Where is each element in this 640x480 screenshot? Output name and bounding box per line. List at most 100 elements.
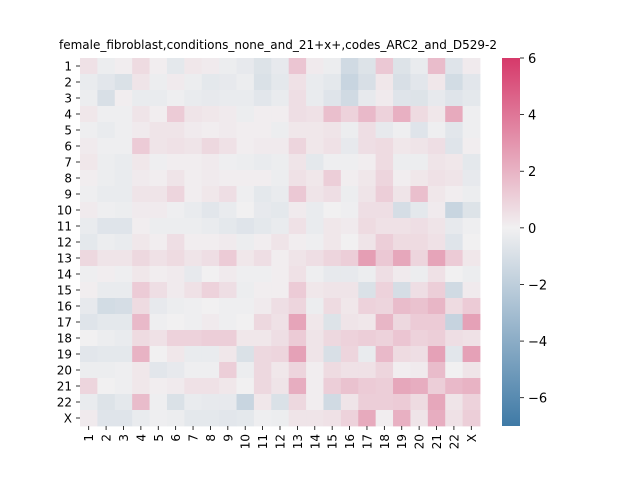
column-tick-label: 16 <box>343 434 357 449</box>
column-tick-label: 6 <box>169 434 183 442</box>
heatmap-cell <box>375 74 394 91</box>
heatmap-cell <box>445 250 464 267</box>
heatmap-cell <box>462 394 481 411</box>
heatmap-cell <box>80 202 98 219</box>
heatmap-cell <box>236 362 255 379</box>
heatmap-cell <box>393 202 411 219</box>
heatmap-cell <box>166 170 185 187</box>
heatmap-cell <box>114 186 133 203</box>
column-tick-label: 22 <box>447 434 461 449</box>
row-tick-label: 9 <box>64 188 72 202</box>
heatmap-cell <box>462 250 481 267</box>
heatmap-cell <box>132 138 150 155</box>
heatmap-cell <box>114 138 133 155</box>
heatmap-cell <box>219 234 237 251</box>
heatmap-cell <box>462 106 481 123</box>
heatmap-cell <box>393 410 411 427</box>
heatmap-cell <box>201 186 220 203</box>
heatmap-cell <box>114 74 133 91</box>
heatmap-cell <box>375 410 394 427</box>
heatmap-cell <box>393 330 411 347</box>
heatmap-cell <box>323 202 342 219</box>
heatmap-cell <box>375 346 394 363</box>
heatmap-cell <box>306 298 324 315</box>
heatmap-cell <box>201 362 220 379</box>
heatmap-cell <box>375 122 394 139</box>
heatmap-cell <box>393 122 411 139</box>
heatmap-cell <box>375 394 394 411</box>
heatmap-cell <box>114 154 133 171</box>
heatmap-cell <box>166 186 185 203</box>
heatmap-cell <box>427 186 446 203</box>
heatmap-cell <box>97 186 116 203</box>
heatmap-cell <box>340 250 359 267</box>
heatmap-cell <box>132 186 150 203</box>
heatmap-cell <box>271 122 290 139</box>
colorbar-tick-label: 0 <box>528 222 536 237</box>
heatmap-cell <box>114 170 133 187</box>
heatmap-cell <box>393 154 411 171</box>
row-tick-label: 6 <box>64 140 72 154</box>
heatmap-cell <box>271 282 290 299</box>
heatmap-cell <box>253 90 272 107</box>
column-tick-label: 9 <box>221 434 235 442</box>
heatmap-cell <box>236 250 255 267</box>
heatmap-cell <box>132 282 150 299</box>
row-tick-label: 12 <box>57 236 72 250</box>
heatmap-cell <box>184 186 203 203</box>
heatmap-cell <box>445 138 464 155</box>
heatmap-cell <box>114 330 133 347</box>
heatmap-cell <box>184 362 203 379</box>
heatmap-cell <box>219 346 237 363</box>
heatmap-cell <box>323 410 342 427</box>
column-tick-label: 2 <box>100 434 114 442</box>
heatmap-cell <box>236 154 255 171</box>
heatmap-cell <box>236 74 255 91</box>
heatmap-cell <box>132 202 150 219</box>
heatmap-cell <box>201 90 220 107</box>
heatmap-cell <box>149 314 168 331</box>
heatmap-cell <box>236 314 255 331</box>
heatmap-cell <box>132 378 150 395</box>
column-tick-label: 19 <box>395 434 409 449</box>
heatmap-cell <box>375 314 394 331</box>
heatmap-cell <box>462 74 481 91</box>
heatmap-cell <box>149 330 168 347</box>
heatmap-cell <box>80 170 98 187</box>
heatmap-cell <box>340 298 359 315</box>
heatmap-cell <box>288 298 307 315</box>
row-tick-label: 1 <box>64 60 72 74</box>
heatmap-cell <box>219 266 237 283</box>
heatmap-cell <box>166 218 185 235</box>
heatmap-cell <box>358 314 377 331</box>
heatmap-cell <box>201 250 220 267</box>
heatmap-cell <box>80 394 98 411</box>
heatmap-cell <box>306 314 324 331</box>
heatmap-cell <box>271 218 290 235</box>
heatmap-cell <box>236 202 255 219</box>
heatmap-cell <box>201 138 220 155</box>
heatmap-cell <box>236 218 255 235</box>
colorbar-ticks: −6 −4 −2 0 2 4 6 <box>520 52 547 407</box>
heatmap-cell <box>462 170 481 187</box>
heatmap-cell <box>184 106 203 123</box>
heatmap-cell <box>427 250 446 267</box>
heatmap-cell <box>427 170 446 187</box>
heatmap-cell <box>80 298 98 315</box>
heatmap-cell <box>149 186 168 203</box>
heatmap-cell <box>114 106 133 123</box>
heatmap-cell <box>253 170 272 187</box>
heatmap-cell <box>340 138 359 155</box>
heatmap-cell <box>427 90 446 107</box>
heatmap-cell <box>271 170 290 187</box>
column-tick-label: X <box>465 434 479 442</box>
heatmap-cell <box>80 154 98 171</box>
heatmap-cell <box>80 90 98 107</box>
row-tick-label: 10 <box>57 204 72 218</box>
heatmap-cell <box>132 394 150 411</box>
heatmap-cell <box>340 122 359 139</box>
heatmap-cell <box>149 234 168 251</box>
heatmap-cell <box>375 58 394 75</box>
heatmap-cell <box>462 90 481 107</box>
heatmap-cell <box>253 250 272 267</box>
